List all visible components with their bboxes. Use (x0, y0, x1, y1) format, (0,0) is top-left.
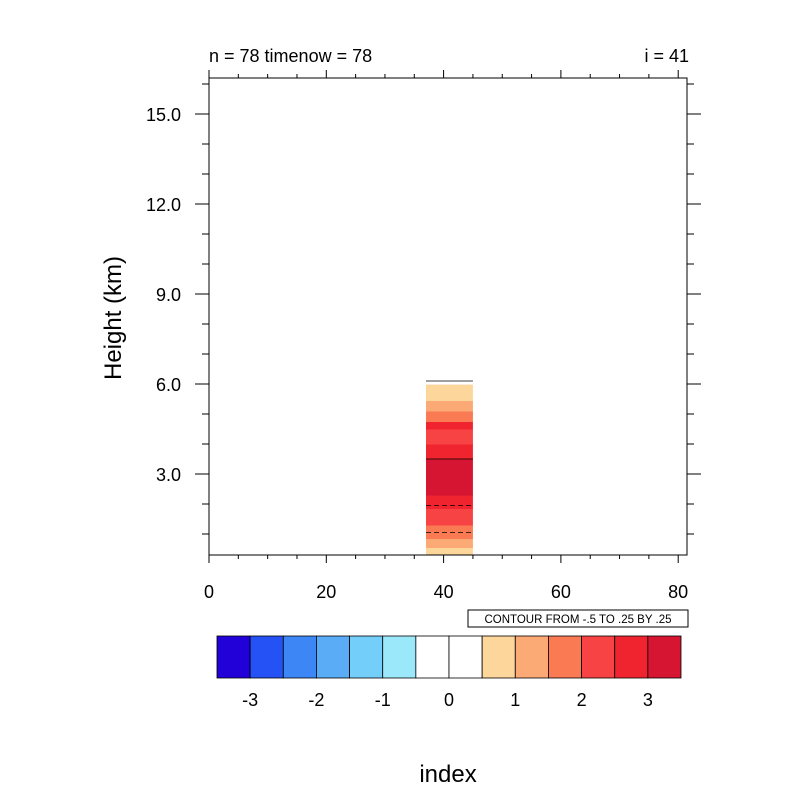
y-tick-label: 9.0 (156, 285, 181, 305)
colorbar-label: 3 (643, 690, 653, 710)
x-tick-label: 80 (668, 582, 688, 602)
colorbar-label: -2 (308, 690, 324, 710)
colorbar-label: -1 (375, 690, 391, 710)
colorbar-box (514, 635, 549, 679)
x-axis-label: index (419, 761, 476, 788)
column-layer (426, 429, 473, 445)
axes: 0 20 40 60 80 3.0 6.0 9.0 12.0 15.0 (146, 70, 701, 602)
y-axis-label: Height (km) (100, 256, 127, 380)
y-tick-label: 12.0 (146, 195, 181, 215)
colorbar-box (216, 635, 251, 679)
colorbar-box (548, 635, 582, 679)
column-layer (426, 525, 473, 539)
colorbar-box (614, 635, 649, 679)
column-layer (426, 384, 473, 401)
colorbar: -3 -2 -1 0 1 2 3 (216, 635, 682, 710)
plot-area (426, 380, 473, 556)
colorbar-label: 2 (577, 690, 587, 710)
column-layer (426, 444, 473, 460)
column-layer (426, 495, 473, 509)
contour-info-text: CONTOUR FROM -.5 TO .25 BY .25 (484, 614, 671, 626)
column-layer (426, 421, 473, 430)
colorbar-box (481, 635, 516, 679)
colorbar-box (282, 635, 317, 679)
column-layer (426, 538, 473, 548)
x-tick-label: 60 (551, 582, 571, 602)
colorbar-label: 1 (510, 690, 520, 710)
x-tick-label: 0 (204, 582, 214, 602)
x-tick-label: 40 (434, 582, 454, 602)
y-tick-label: 6.0 (156, 375, 181, 395)
column-layer (426, 459, 473, 496)
colorbar-box (581, 635, 616, 679)
colorbar-box (349, 635, 384, 679)
title-left: n = 78 timenow = 78 (209, 46, 372, 66)
colorbar-label: -3 (242, 690, 258, 710)
y-tick-label: 15.0 (146, 105, 181, 125)
column-layer (426, 400, 473, 412)
title-right: i = 41 (644, 46, 689, 66)
x-tick-label: 20 (316, 582, 336, 602)
column-layer (426, 508, 473, 526)
colorbar-box (249, 635, 284, 679)
contour-info-box: CONTOUR FROM -.5 TO .25 BY .25 (467, 609, 689, 628)
colorbar-box (647, 635, 682, 679)
plot-frame (208, 77, 688, 556)
colorbar-box (382, 635, 417, 679)
colorbar-label: 0 (444, 690, 454, 710)
column-layer (426, 547, 473, 556)
colorbar-box (316, 635, 350, 679)
column-layer (426, 411, 473, 422)
y-tick-label: 3.0 (156, 465, 181, 485)
colorbar-box (415, 635, 450, 679)
colorbar-box (448, 635, 483, 679)
